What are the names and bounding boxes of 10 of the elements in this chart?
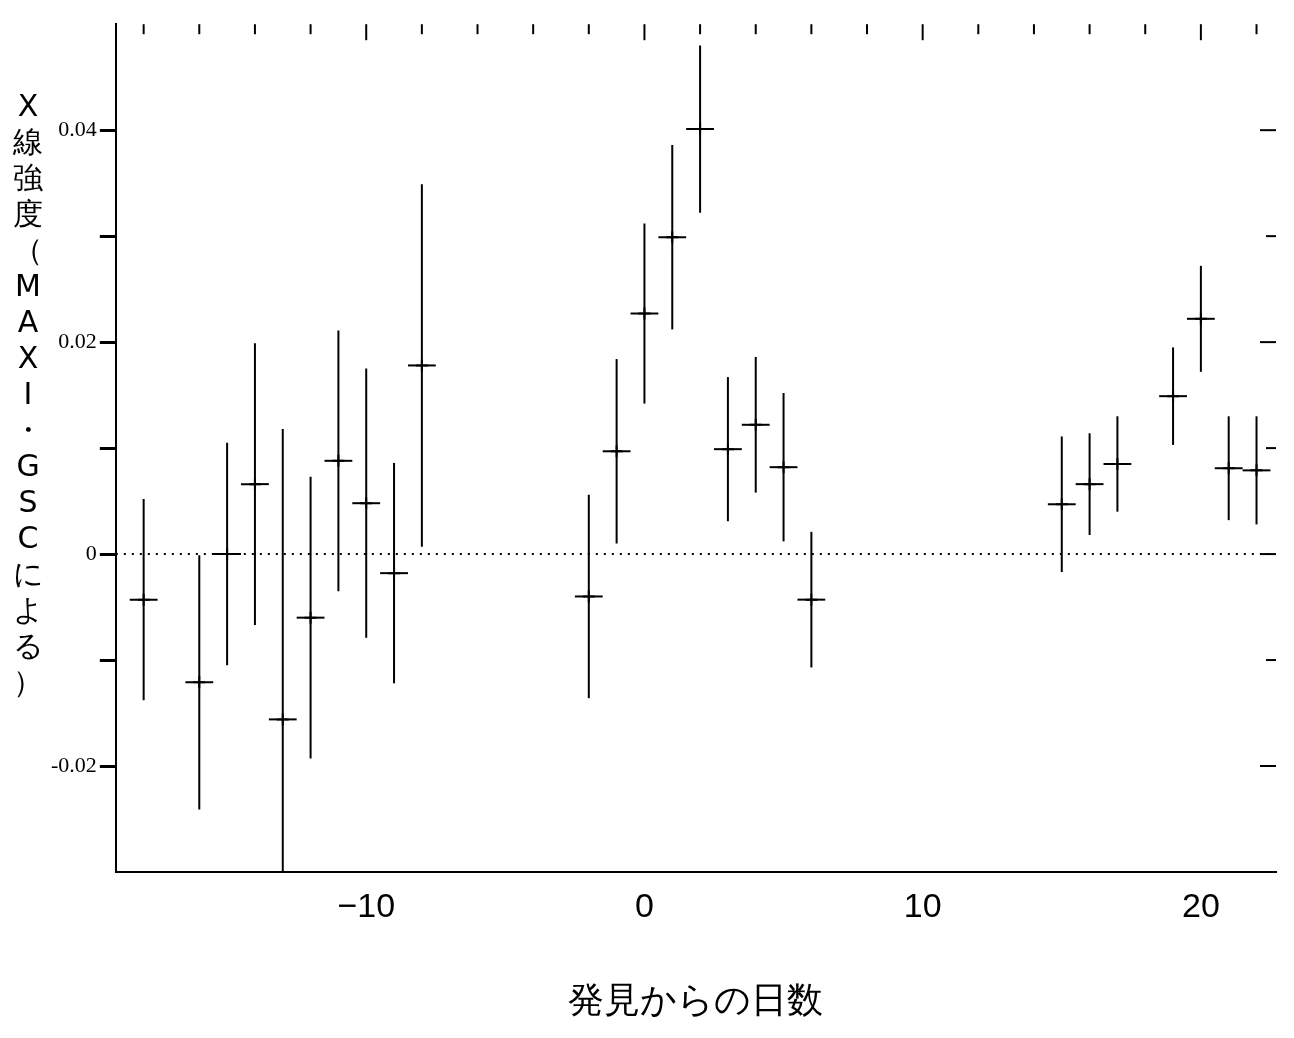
x-tick-label: −10 xyxy=(337,885,396,924)
x-tick-label: 0 xyxy=(634,885,654,924)
y-tick-label: -0.02 xyxy=(51,751,97,777)
x-tick-label: 20 xyxy=(1181,885,1220,924)
y-tick-label: 0.04 xyxy=(58,115,97,141)
x-axis-title: 発見からの日数 xyxy=(568,978,824,1020)
text: X線強度（MAXI・GSCによる） xyxy=(12,88,44,699)
y-tick-label: 0 xyxy=(85,539,97,565)
x-tick-label: 10 xyxy=(903,885,942,924)
y-tick-label: 0.02 xyxy=(58,327,97,353)
